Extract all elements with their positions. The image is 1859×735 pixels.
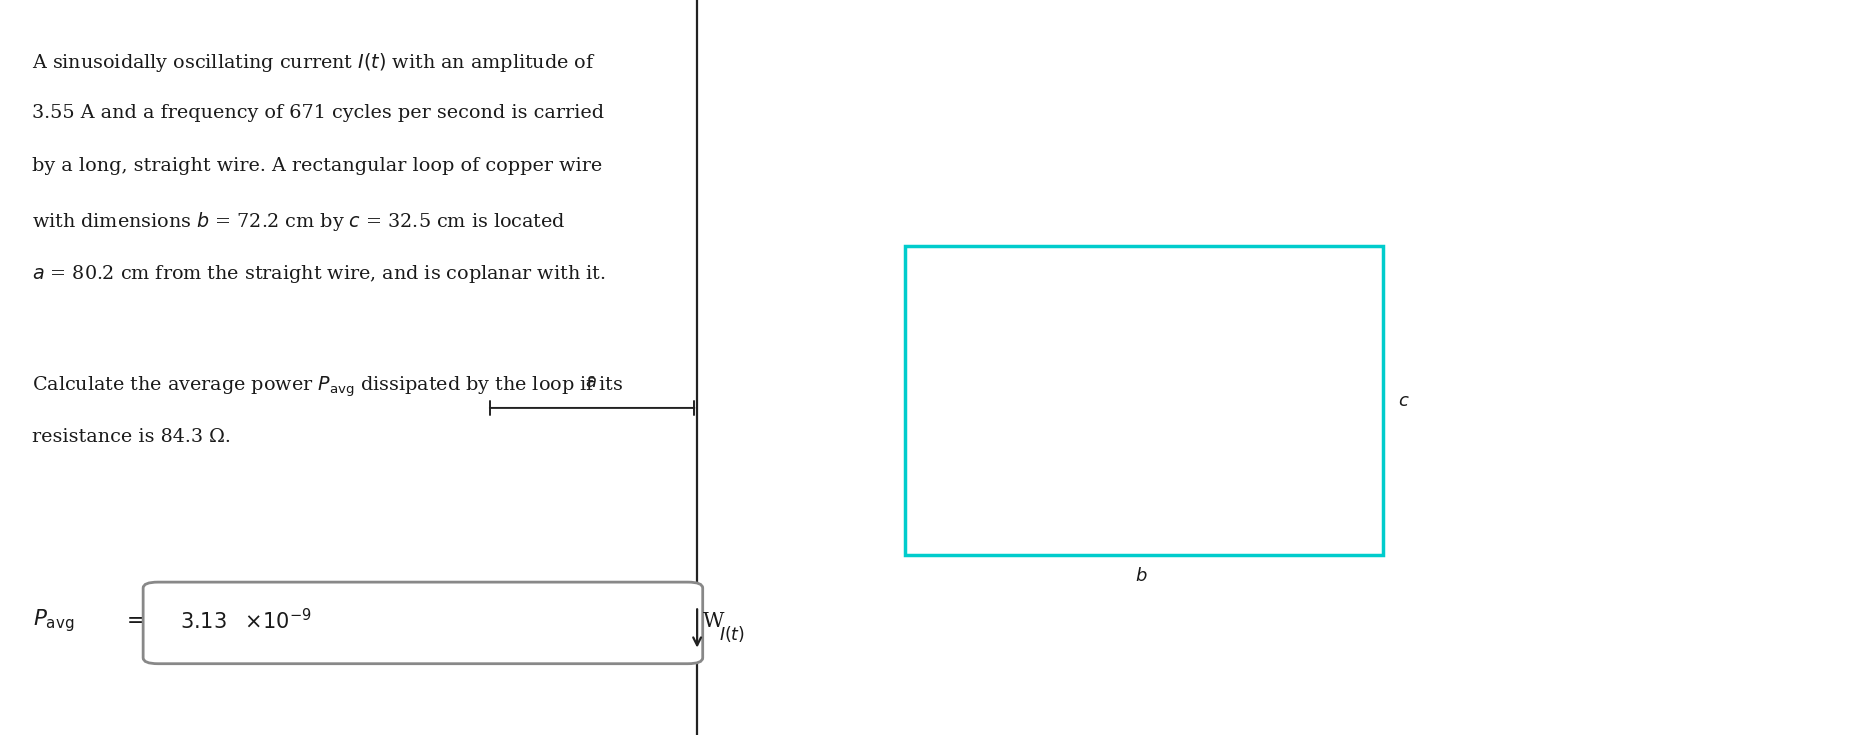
Text: $P_\mathrm{avg}$: $P_\mathrm{avg}$ (33, 608, 74, 634)
Text: W: W (703, 612, 725, 631)
Text: $a$: $a$ (586, 373, 597, 391)
Text: $b$: $b$ (1136, 567, 1147, 585)
Text: Calculate the average power $P_\mathrm{avg}$ dissipated by the loop if its: Calculate the average power $P_\mathrm{a… (32, 375, 623, 399)
Bar (905, 246, 1383, 555)
Text: 3.55 A and a frequency of 671 cycles per second is carried: 3.55 A and a frequency of 671 cycles per… (32, 104, 604, 122)
Text: $a$ = 80.2 cm from the straight wire, and is coplanar with it.: $a$ = 80.2 cm from the straight wire, an… (32, 263, 606, 285)
Text: by a long, straight wire. A rectangular loop of copper wire: by a long, straight wire. A rectangular … (32, 157, 602, 175)
Text: resistance is 84.3 Ω.: resistance is 84.3 Ω. (32, 428, 231, 445)
Text: =: = (126, 610, 145, 632)
Text: with dimensions $b$ = 72.2 cm by $c$ = 32.5 cm is located: with dimensions $b$ = 72.2 cm by $c$ = 3… (32, 210, 565, 233)
Text: $c$: $c$ (1398, 392, 1409, 409)
FancyBboxPatch shape (143, 582, 703, 664)
Text: A sinusoidally oscillating current $\mathit{I}(t)$ with an amplitude of: A sinusoidally oscillating current $\mat… (32, 51, 595, 74)
Text: $I(t)$: $I(t)$ (719, 623, 745, 644)
Text: $3.13\ \ \times\!10^{-9}$: $3.13\ \ \times\!10^{-9}$ (180, 609, 312, 634)
